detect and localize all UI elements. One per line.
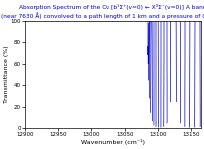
Y-axis label: Transmittance (%): Transmittance (%)	[4, 46, 9, 103]
Title: Absorption Spectrum of the O₂ [b¹Σ⁺(v=0) ← X³Σ⁻(v=0)] A band
(near 7630 Å) convo: Absorption Spectrum of the O₂ [b¹Σ⁺(v=0)…	[1, 4, 204, 19]
X-axis label: Wavenumber (cm⁻¹): Wavenumber (cm⁻¹)	[81, 139, 144, 145]
